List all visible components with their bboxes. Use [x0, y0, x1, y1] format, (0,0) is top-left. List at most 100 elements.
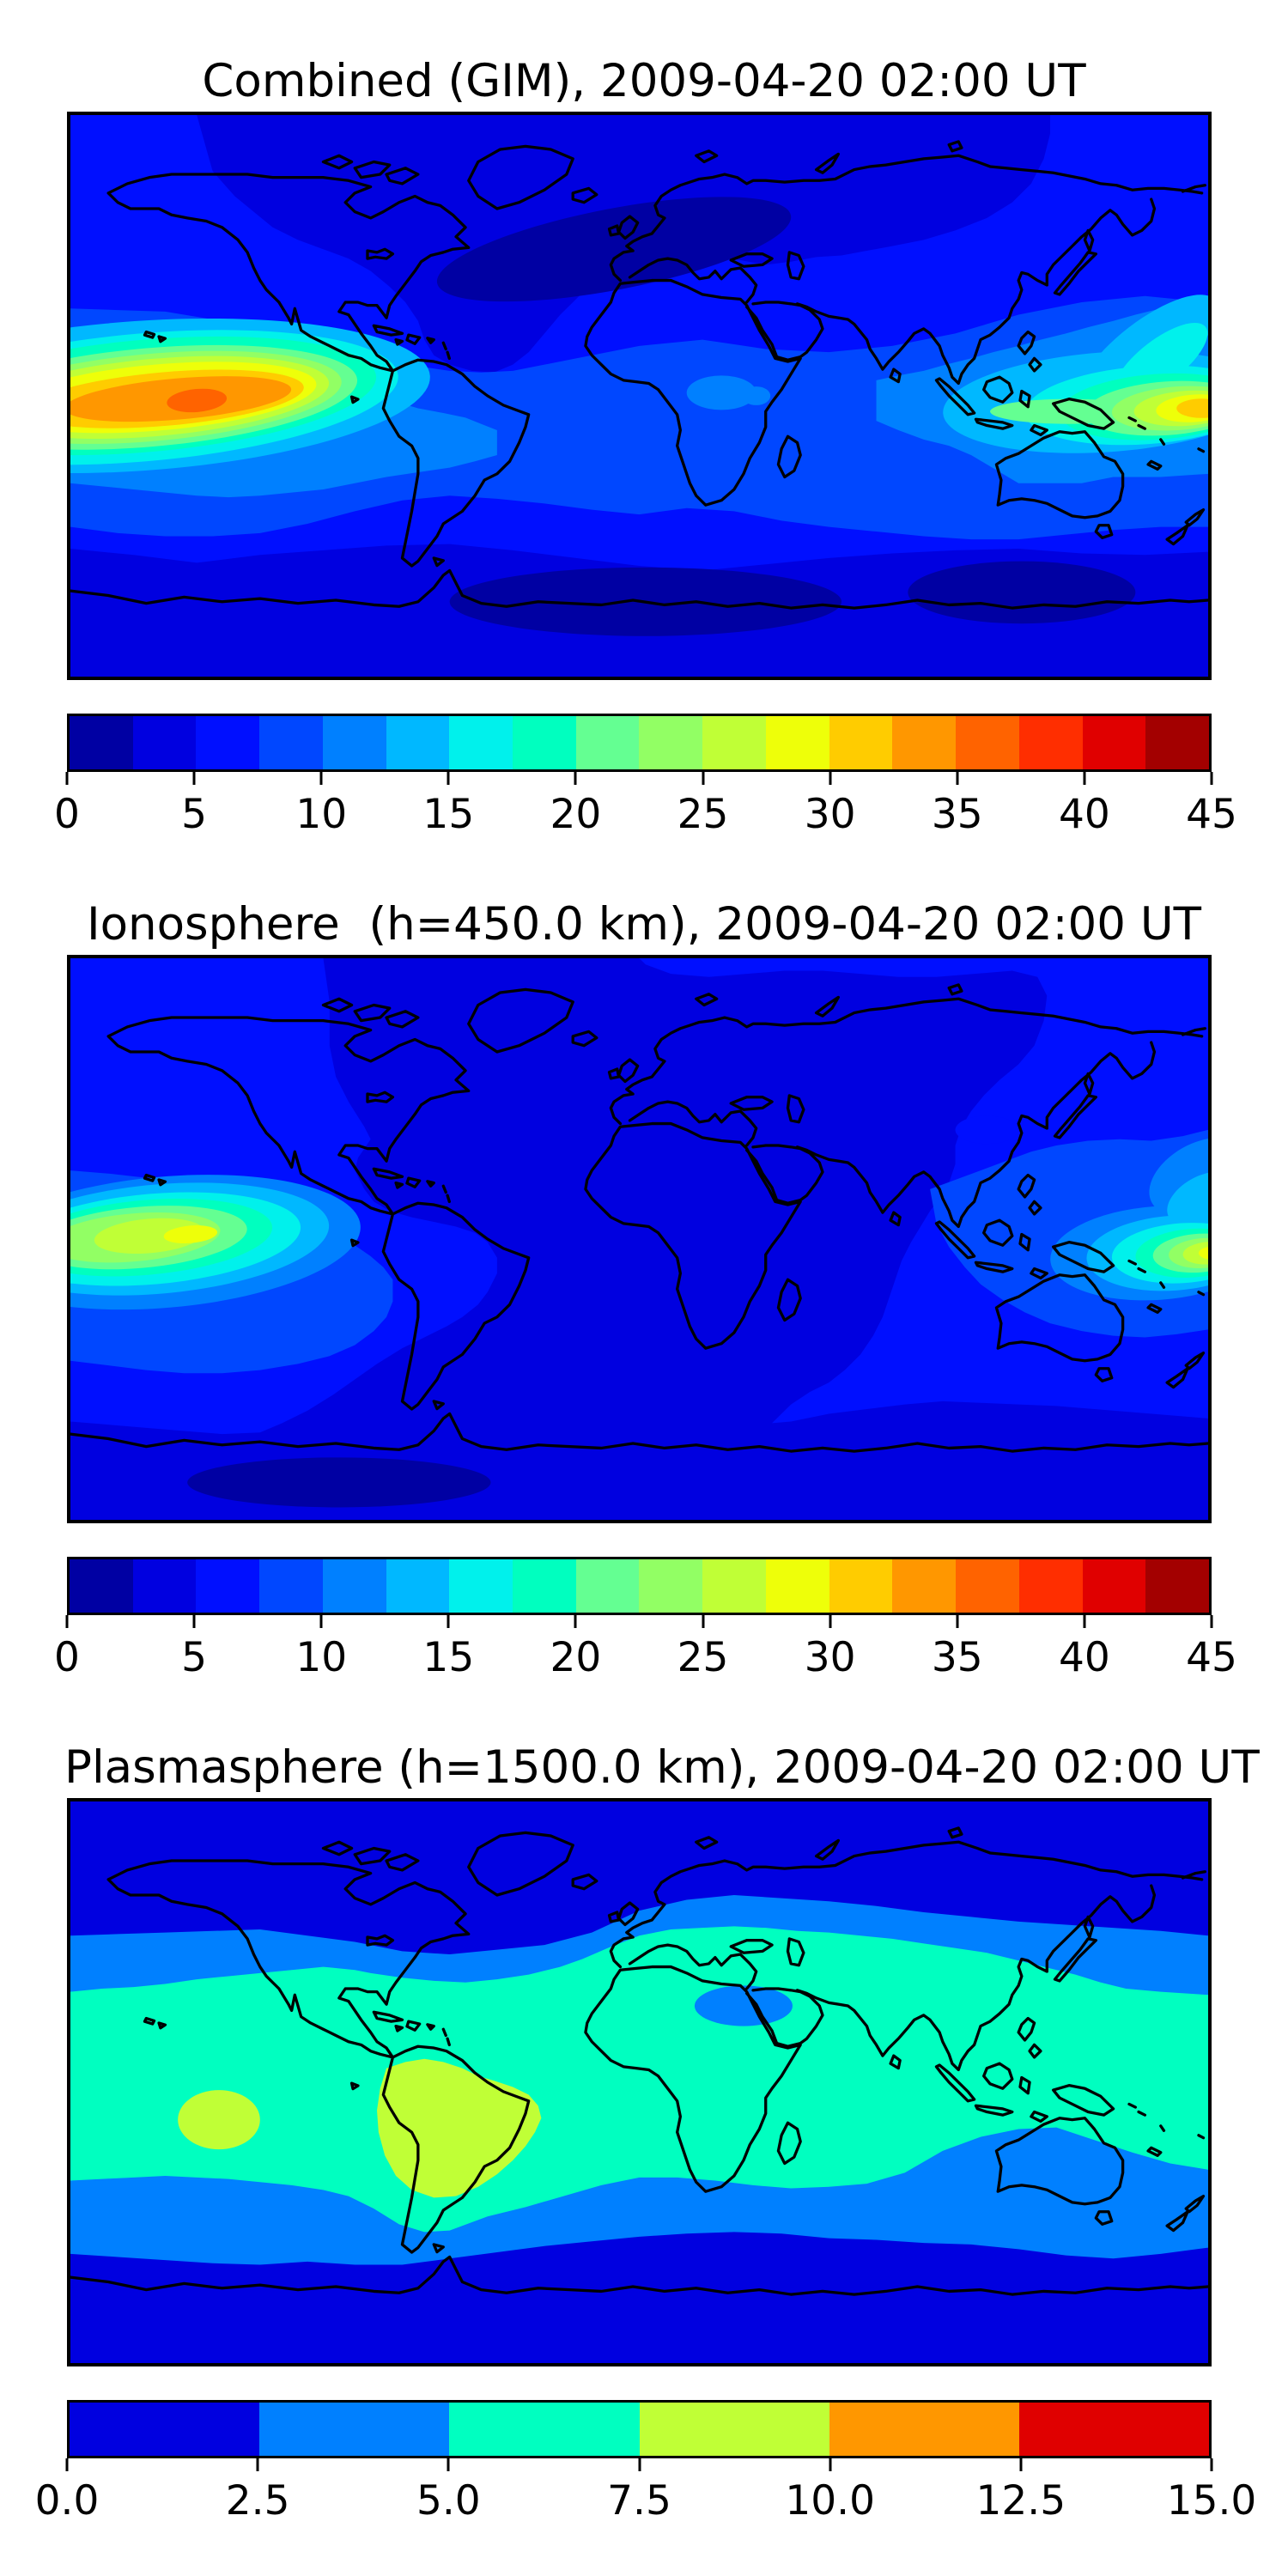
colorbar-segment	[829, 1559, 893, 1613]
colorbar-segment	[956, 1559, 1019, 1613]
colorbar-tick	[702, 772, 705, 785]
colorbar-plasmasphere	[67, 2400, 1212, 2458]
colorbar-segment	[322, 1559, 386, 1613]
panel-title-ionosphere: Ionosphere (h=450.0 km), 2009-04-20 02:0…	[86, 898, 1201, 951]
panel-title-combined: Combined (GIM), 2009-04-20 02:00 UT	[202, 55, 1086, 107]
map-canvas-ionosphere	[70, 958, 1208, 1520]
panel-plasmasphere: Plasmasphere (h=1500.0 km), 2009-04-20 0…	[0, 1686, 1288, 2530]
colorbar-tick-label: 40	[1058, 791, 1110, 838]
colorbar-tick-label: 40	[1058, 1634, 1110, 1681]
contour-band	[1182, 1242, 1208, 1265]
colorbar-segment	[1145, 1559, 1209, 1613]
colorbar-tick-label: 0.0	[34, 2477, 100, 2524]
colorbar-tick-label: 25	[677, 791, 729, 838]
contour-band	[1167, 1171, 1208, 1225]
colorbar-tick	[956, 772, 959, 785]
colorbar-tick	[1019, 2458, 1023, 2471]
colorbar-segment	[132, 1559, 197, 1613]
contour-band	[187, 1457, 491, 1508]
colorbar-segment	[1018, 1559, 1083, 1613]
colorbar-segment	[132, 716, 197, 769]
colorbar-segment	[1145, 716, 1209, 769]
panel-ionosphere: Ionosphere (h=450.0 km), 2009-04-20 02:0…	[0, 843, 1288, 1686]
contour-band	[167, 388, 228, 413]
colorbar-tick	[256, 2458, 259, 2471]
colorbar-tick	[65, 1615, 69, 1628]
colorbar-segment	[765, 716, 829, 769]
contour-band	[742, 386, 771, 405]
map-canvas-combined	[70, 115, 1208, 677]
colorbar-tick	[192, 772, 196, 785]
colorbar-segment	[449, 2403, 640, 2456]
contour-band	[94, 1218, 205, 1255]
colorbar-tick	[1083, 772, 1086, 785]
colorbar-segment	[322, 716, 386, 769]
colorbar-segment	[196, 716, 260, 769]
colorbar-segment	[575, 1559, 640, 1613]
colorbar-tick-label: 45	[1186, 791, 1237, 838]
colorbar-segment	[259, 716, 323, 769]
contour-band	[686, 375, 756, 410]
colorbar-segment	[70, 2403, 260, 2456]
colorbar-tick-label: 5	[181, 1634, 208, 1681]
colorbar-segment	[70, 716, 133, 769]
colorbar-tick	[65, 772, 69, 785]
colorbar-tick	[702, 1615, 705, 1628]
contour-band	[178, 2090, 260, 2150]
colorbar-tick	[319, 772, 323, 785]
colorbar-tick-label: 20	[550, 791, 602, 838]
colorbar-tick-label: 15.0	[1166, 2477, 1257, 2524]
colorbar-tick-label: 15	[422, 791, 475, 838]
colorbar-ticks-plasmasphere	[65, 2458, 1213, 2472]
map-ionosphere	[67, 955, 1212, 1523]
colorbar-segment	[829, 716, 893, 769]
colorbar-tick	[1083, 1615, 1086, 1628]
colorbar-segment	[575, 716, 640, 769]
colorbar-segment	[639, 1559, 703, 1613]
map-combined	[67, 112, 1212, 680]
colorbar-labels-combined: 0 5 10 15 20 25 30 35 40 45	[54, 791, 1237, 838]
colorbar-segment	[259, 2403, 450, 2456]
colorbar-tick-label: 30	[804, 791, 856, 838]
panel-combined: Combined (GIM), 2009-04-20 02:00 UT	[0, 0, 1288, 843]
colorbar-tick-label: 45	[1186, 1634, 1237, 1681]
colorbar-segment	[449, 716, 513, 769]
colorbar-ticks-combined	[65, 772, 1213, 786]
contour-band	[163, 1225, 218, 1244]
colorbar-segment	[892, 716, 957, 769]
contour-band	[694, 1985, 793, 2026]
contour-band	[70, 1926, 1208, 2233]
colorbar-tick	[829, 1615, 832, 1628]
colorbar-segment	[639, 716, 703, 769]
panel-title-plasmasphere: Plasmasphere (h=1500.0 km), 2009-04-20 0…	[64, 1741, 1260, 1794]
colorbar-labels-plasmasphere: 0.0 2.5 5.0 7.5 10.0 12.5 15.0	[35, 2477, 1257, 2524]
colorbar-segment	[386, 1559, 450, 1613]
colorbar-combined	[67, 714, 1212, 772]
contour-band	[1176, 398, 1208, 418]
colorbar-tick	[65, 2458, 69, 2471]
colorbar-tick-label: 12.5	[975, 2477, 1066, 2524]
colorbar-segment	[1082, 716, 1146, 769]
colorbar-segment	[1018, 2403, 1210, 2456]
colorbar-tick-label: 2.5	[225, 2477, 290, 2524]
colorbar-tick	[574, 1615, 577, 1628]
colorbar-tick-label: 10	[295, 1634, 348, 1681]
colorbar-segment	[386, 716, 450, 769]
colorbar-tick	[1210, 772, 1213, 785]
colorbar-tick	[1210, 2458, 1213, 2471]
colorbar-tick-label: 15	[422, 1634, 475, 1681]
colorbar-segment	[892, 1559, 957, 1613]
colorbar-segment	[639, 2403, 829, 2456]
colorbar-segment	[449, 1559, 513, 1613]
map-canvas-plasmasphere	[70, 1801, 1208, 2363]
colorbar-tick-label: 25	[677, 1634, 729, 1681]
contour-band	[955, 1115, 1019, 1145]
colorbar-tick	[829, 772, 832, 785]
colorbar-segment	[702, 1559, 766, 1613]
colorbar-tick-label: 0	[54, 791, 80, 838]
colorbar-tick	[319, 1615, 323, 1628]
map-plasmasphere	[67, 1798, 1212, 2366]
colorbar-segment	[196, 1559, 260, 1613]
colorbar-segment	[1082, 1559, 1146, 1613]
colorbar-tick	[956, 1615, 959, 1628]
